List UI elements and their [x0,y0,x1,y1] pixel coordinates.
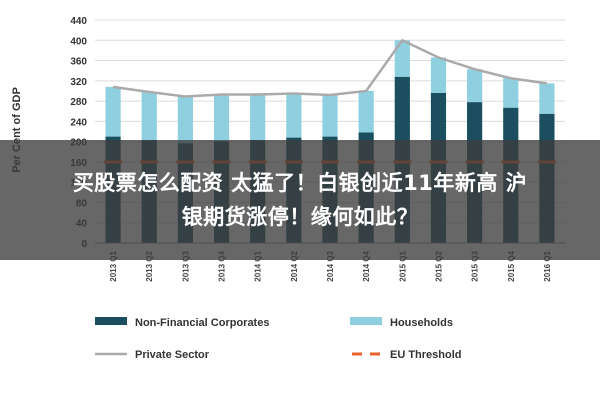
y-tick-label: 360 [70,57,87,68]
y-tick-label: 280 [70,97,87,108]
y-tick-label: 240 [70,117,87,128]
series-line [112,38,548,98]
x-tick-label: 2014 Q1 [254,250,263,281]
x-tick-label: 2013 Q1 [109,250,118,281]
legend-label: Households [390,317,453,329]
legend-label: EU Threshold [390,349,462,361]
headline-banner[interactable]: 买股票怎么配资 太猛了！白银创近11年新高 沪 银期货涨停！缘何如此？ [0,140,600,260]
headline-line-2: 银期货涨停！缘何如此？ [181,205,419,229]
legend-label: Private Sector [135,349,210,361]
bar-segment [539,83,555,114]
x-tick-label: 2014 Q3 [326,250,335,281]
x-tick-label: 2014 Q4 [362,250,371,281]
bar-segment [250,94,266,141]
legend-label: Non-Financial Corporates [135,317,269,329]
x-tick-label: 2015 Q2 [434,250,443,281]
x-tick-label: 2013 Q2 [145,250,154,281]
bar-segment [213,94,230,142]
bar-segment [141,91,157,141]
headline-line-1: 买股票怎么配资 太猛了！白银创近11年新高 沪 [72,171,528,195]
legend-swatch [350,317,382,325]
y-tick-label: 440 [70,16,87,27]
y-tick-label: 400 [70,36,87,47]
bar-segment [394,40,410,77]
x-tick-label: 2015 Q4 [507,250,516,281]
y-tick-label: 320 [70,77,87,88]
x-tick-label: 2015 Q1 [398,250,407,281]
bar-segment [177,96,193,144]
bar-segment [430,57,447,93]
x-tick-label: 2013 Q4 [218,250,227,281]
x-tick-label: 2016 Q1 [543,250,552,281]
bar-segment [358,90,374,133]
x-tick-label: 2014 Q2 [290,250,299,281]
legend: Non-Financial Corporates Households Privat… [95,317,462,361]
x-tick-label: 2015 Q3 [471,250,480,281]
bar-segment [286,93,302,138]
legend-swatch [95,317,127,325]
bar-segment [467,69,483,103]
headline-text: 买股票怎么配资 太猛了！白银创近11年新高 沪 银期货涨停！缘何如此？ [15,166,585,234]
bar-segment [503,78,519,108]
bar-segment [322,95,338,137]
x-tick-label: 2013 Q3 [181,250,190,281]
bar-segment [105,86,121,137]
